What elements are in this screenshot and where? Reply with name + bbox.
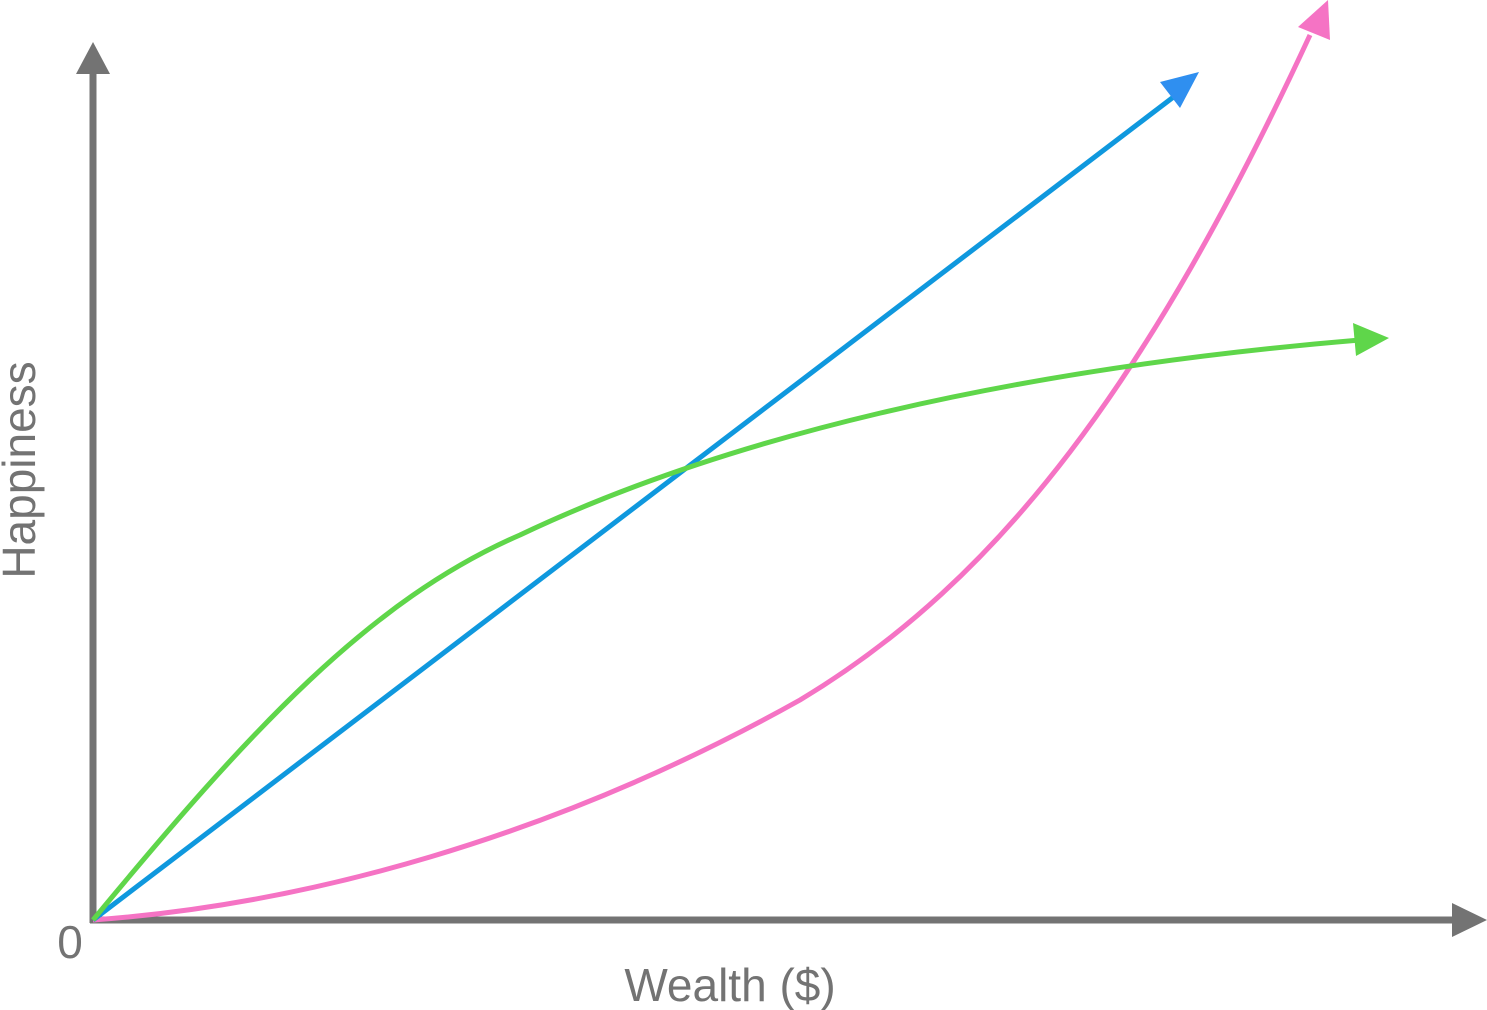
x-axis-label: Wealth ($) (624, 959, 835, 1010)
y-axis-arrow (76, 42, 110, 74)
green-arrow (1353, 323, 1389, 356)
y-axis-label: Happiness (0, 361, 45, 578)
blue-line (91, 90, 1182, 922)
pink-arrow (1298, 0, 1330, 40)
blue-arrow (1160, 72, 1199, 108)
x-axis-arrow (1452, 903, 1487, 937)
origin-label: 0 (57, 916, 83, 968)
pink-curve (92, 33, 1313, 923)
green-curve (91, 337, 1361, 922)
